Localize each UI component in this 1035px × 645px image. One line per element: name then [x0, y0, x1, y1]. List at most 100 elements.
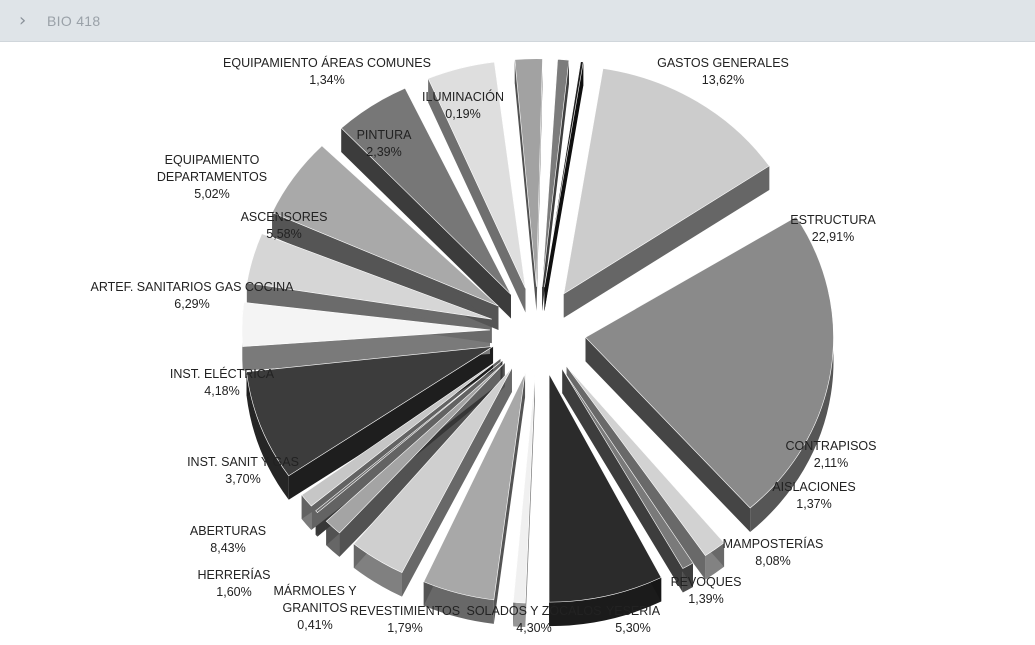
slice-solados-y-zocalos[interactable]: [353, 367, 513, 573]
slice-wall-herrerias: [301, 358, 501, 519]
slice-label-text: MAMPOSTERÍAS: [722, 537, 824, 551]
slice-equipamiento-departamentos[interactable]: [427, 61, 526, 289]
slice-revestimientos[interactable]: [325, 362, 505, 534]
slice-label-equipamiento-departamentos: EQUIPAMIENTO DEPARTAMENTOS 5,02%: [157, 152, 267, 203]
slice-label-aberturas: ABERTURAS 8,43%: [190, 523, 266, 557]
slice-aislaciones[interactable]: [562, 368, 694, 569]
slice-label-text: ESTRUCTURA: [790, 213, 876, 227]
slice-equipamiento-areas-comunes[interactable]: [541, 58, 570, 288]
slice-value-label: 2,39%: [366, 145, 402, 159]
slice-herrerias[interactable]: [301, 358, 501, 507]
slice-value-label: 4,30%: [516, 621, 552, 635]
slice-value-label: 1,39%: [688, 592, 724, 606]
slice-side-estructura: [750, 216, 834, 532]
slice-label-revestimientos: REVESTIMIENTOS 1,79%: [350, 603, 460, 637]
slice-value-label: 5,58%: [266, 227, 302, 241]
slice-pintura[interactable]: [514, 58, 543, 287]
slice-value-label: 5,30%: [615, 621, 651, 635]
slice-wall-yeseria: [493, 373, 526, 624]
slice-revoques[interactable]: [512, 375, 536, 604]
slice-label-text: ARTEF. SANITARIOS GAS COCINA: [90, 280, 294, 294]
slice-side-aberturas: [246, 371, 289, 500]
slice-value-label: 0,41%: [297, 618, 333, 632]
slice-label-text: CONTRAPISOS: [785, 439, 877, 453]
slice-wall-pintura: [514, 59, 537, 311]
slice-wall-aberturas: [288, 346, 494, 500]
slice-label-revoques: REVOQUES 1,39%: [671, 574, 742, 608]
slice-label-text: EQUIPAMIENTO ÁREAS COMUNES: [223, 56, 431, 70]
slice-inst-electrica[interactable]: [246, 233, 492, 320]
breadcrumb-title[interactable]: BIO 418: [47, 13, 101, 29]
slice-side-yeseria: [423, 581, 494, 624]
slice-label-text: ASCENSORES: [240, 210, 328, 224]
slice-value-label: 22,91%: [811, 230, 855, 244]
slice-label-inst-sanit-y-gas: INST. SANIT Y GAS 3,70%: [187, 454, 299, 488]
slice-marmoles-y-granitos[interactable]: [315, 360, 503, 514]
slice-label-artef-sanitarios-gas-cocina: ARTEF. SANITARIOS GAS COCINA 6,29%: [90, 279, 293, 313]
top-bar: › BIO 418: [0, 0, 1035, 42]
slice-label-solados-y-zocalos: SOLADOS Y ZÓCALOS 4,30%: [466, 603, 601, 637]
slice-ascensores[interactable]: [340, 87, 512, 295]
slice-label-gastos-generales: GASTOS GENERALES 13,62%: [657, 55, 789, 89]
slice-mamposterias[interactable]: [548, 373, 662, 603]
slice-label-pintura: PINTURA 2,39%: [357, 127, 412, 161]
slice-wall-equipamiento-departamentos: [428, 78, 526, 313]
slice-value-label: 1,79%: [387, 621, 423, 635]
slice-wall-equipamiento-areas-comunes: [542, 60, 569, 312]
slice-wall-ascensores: [341, 128, 512, 319]
slice-aberturas[interactable]: [246, 346, 494, 477]
slice-label-text: GRANITOS: [282, 601, 348, 615]
slice-value-label: 1,37%: [796, 497, 832, 511]
slice-wall-iluminacion: [544, 61, 584, 312]
slice-wall-contrapisos: [566, 366, 706, 580]
slice-label-iluminacion: ILUMINACIÓN 0,19%: [422, 89, 504, 123]
slice-value-label: 13,62%: [701, 73, 745, 87]
slice-iluminacion[interactable]: [544, 61, 584, 288]
slice-label-text: HERRERÍAS: [197, 568, 271, 582]
slice-contrapisos[interactable]: [566, 366, 725, 556]
slice-wall-solados-y-zocalos: [401, 368, 512, 597]
slice-label-mamposterias: MAMPOSTERÍAS 8,08%: [723, 536, 824, 570]
slice-value-label: 8,08%: [755, 554, 791, 568]
slice-value-label: 6,29%: [174, 297, 210, 311]
slice-label-equipamiento-areas-comunes: EQUIPAMIENTO ÁREAS COMUNES 1,34%: [223, 55, 431, 89]
slice-estructura[interactable]: [585, 216, 834, 509]
slice-wall-gastos-generales: [563, 165, 770, 318]
slice-inst-sanit-y-gas[interactable]: [241, 302, 491, 347]
slice-side-solados-y-zocalos: [353, 543, 402, 597]
chevron-right-icon[interactable]: ›: [19, 10, 27, 31]
slice-label-text: INST. SANIT Y GAS: [187, 455, 299, 469]
slice-value-label: 0,19%: [445, 107, 481, 121]
slice-value-label: 4,18%: [204, 384, 240, 398]
slice-value-label: 2,11%: [813, 456, 849, 470]
slice-value-label: 1,34%: [309, 73, 345, 87]
slice-label-contrapisos: CONTRAPISOS 2,11%: [786, 438, 877, 472]
slice-value-label: 8,43%: [210, 541, 246, 555]
slice-label-text: REVOQUES: [670, 575, 742, 589]
slice-label-herrerias: HERRERÍAS 1,60%: [198, 567, 271, 601]
slice-label-inst-electrica: INST. ELÉCTRICA 4,18%: [170, 366, 274, 400]
slice-value-label: 3,70%: [225, 472, 261, 486]
slice-value-label: 5,02%: [194, 187, 230, 201]
pie-chart-svg: [241, 58, 834, 628]
slice-label-text: INST. ELÉCTRICA: [169, 367, 275, 381]
slice-gastos-generales[interactable]: [563, 68, 770, 295]
slice-label-text: PINTURA: [356, 128, 412, 142]
slice-label-text: ABERTURAS: [189, 524, 267, 538]
slice-value-label: 1,60%: [216, 585, 252, 599]
slice-label-text: AISLACIONES: [772, 480, 856, 494]
slice-side-revoques: [513, 602, 526, 628]
slice-label-text: DEPARTAMENTOS: [156, 170, 268, 184]
slice-label-text: MÁRMOLES Y: [273, 584, 357, 598]
slice-artef-sanitarios-gas-cocina[interactable]: [271, 145, 499, 307]
slice-label-estructura: ESTRUCTURA 22,91%: [790, 212, 875, 246]
slice-side-mamposterias: [549, 577, 662, 627]
slice-wall-estructura: [585, 337, 751, 532]
slice-label-text: GASTOS GENERALES: [657, 56, 789, 70]
slice-label-text: EQUIPAMIENTO: [164, 153, 260, 167]
slice-label-text: REVESTIMIENTOS: [349, 604, 461, 618]
slice-wall-aislaciones: [562, 369, 683, 593]
slice-yeseria[interactable]: [423, 373, 526, 601]
slice-label-text: SOLADOS Y ZÓCALOS: [466, 604, 602, 618]
slice-label-ascensores: ASCENSORES 5,58%: [241, 209, 328, 243]
